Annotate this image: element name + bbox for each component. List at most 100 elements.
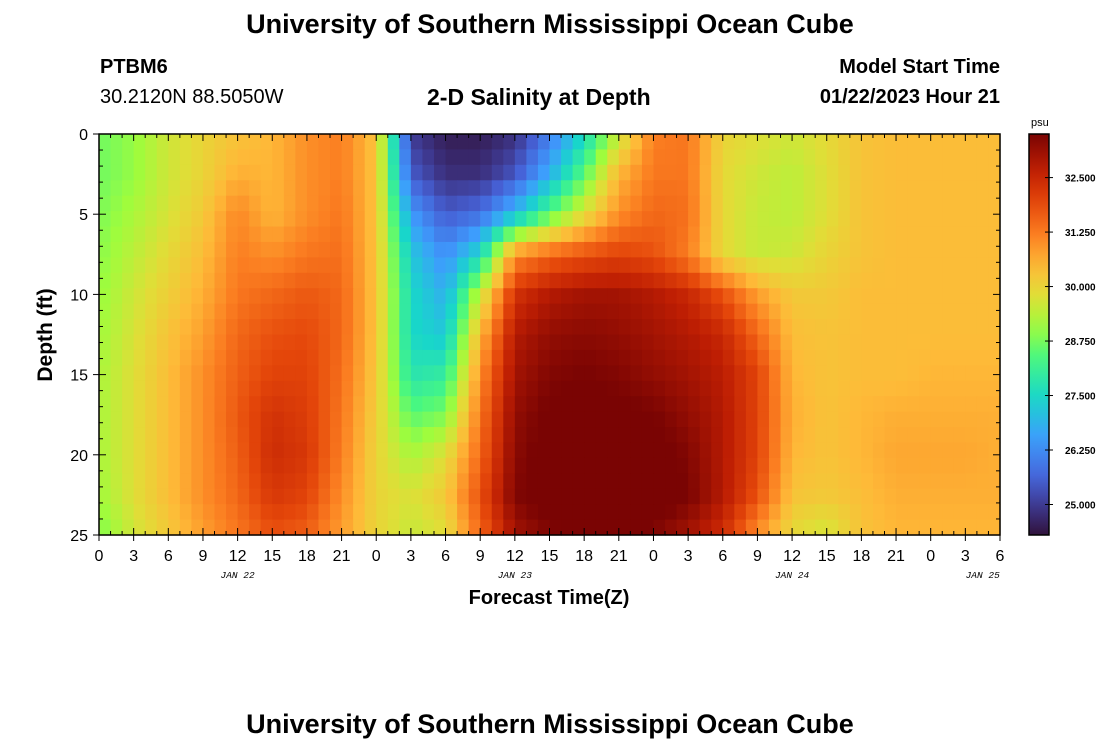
heatmap-cell xyxy=(826,442,839,459)
heatmap-cell xyxy=(942,334,955,351)
heatmap-cell xyxy=(688,396,701,413)
heatmap-cell xyxy=(514,164,527,181)
heatmap-cell xyxy=(133,334,146,351)
x-tick-label: 12 xyxy=(506,548,524,565)
heatmap-cell xyxy=(930,226,943,243)
heatmap-cell xyxy=(595,226,608,243)
heatmap-cell xyxy=(584,288,597,305)
heatmap-cell xyxy=(191,164,204,181)
heatmap-cell xyxy=(526,427,539,444)
heatmap-cell xyxy=(896,442,909,459)
heatmap-cell xyxy=(156,319,169,336)
heatmap-cell xyxy=(745,442,759,459)
heatmap-cell xyxy=(341,272,354,289)
heatmap-cell xyxy=(503,334,516,351)
heatmap-cell xyxy=(399,319,412,336)
heatmap-cell xyxy=(249,303,262,320)
heatmap-cell xyxy=(387,164,400,181)
heatmap-cell xyxy=(826,380,839,397)
heatmap-cell xyxy=(976,241,990,258)
heatmap-cell xyxy=(607,241,620,258)
heatmap-cell xyxy=(237,272,250,289)
heatmap-cell xyxy=(630,334,643,351)
heatmap-cell xyxy=(896,457,909,474)
heatmap-cell xyxy=(930,365,943,382)
heatmap-cell xyxy=(722,164,735,181)
heatmap-cell xyxy=(953,241,966,258)
heatmap-cell xyxy=(249,380,262,397)
heatmap-cell xyxy=(445,380,458,397)
heatmap-cell xyxy=(896,488,909,505)
heatmap-cell xyxy=(792,303,805,320)
heatmap-cell xyxy=(907,365,920,382)
heatmap-cell xyxy=(283,211,296,228)
heatmap-cell xyxy=(433,288,447,305)
heatmap-cell xyxy=(919,396,932,413)
heatmap-cell xyxy=(699,303,712,320)
heatmap-cell xyxy=(919,288,932,305)
heatmap-cell xyxy=(641,195,655,212)
heatmap-cell xyxy=(803,519,816,536)
heatmap-cell xyxy=(607,349,620,366)
heatmap-cell xyxy=(202,396,216,413)
heatmap-cell xyxy=(410,457,424,474)
heatmap-cell xyxy=(191,303,204,320)
heatmap-cell xyxy=(480,319,493,336)
heatmap-cell xyxy=(653,241,666,258)
heatmap-cell xyxy=(318,442,331,459)
heatmap-cell xyxy=(826,504,839,521)
heatmap-cell xyxy=(202,288,216,305)
heatmap-cell xyxy=(549,504,562,521)
heatmap-cell xyxy=(468,195,481,212)
heatmap-cell xyxy=(699,442,712,459)
heatmap-cell xyxy=(849,257,862,274)
heatmap-cell xyxy=(815,303,828,320)
heatmap-cell xyxy=(734,149,747,166)
heatmap-cell xyxy=(942,427,955,444)
heatmap-cell xyxy=(156,519,169,536)
heatmap-cell xyxy=(353,211,366,228)
heatmap-cell xyxy=(849,442,862,459)
heatmap-cell xyxy=(561,488,574,505)
heatmap-cell xyxy=(688,504,701,521)
heatmap-cell xyxy=(537,427,551,444)
heatmap-cell xyxy=(410,365,424,382)
heatmap-cell xyxy=(445,473,458,490)
heatmap-cell xyxy=(145,519,158,536)
heatmap-cell xyxy=(884,164,897,181)
heatmap-cell xyxy=(341,226,354,243)
heatmap-cell xyxy=(907,180,920,197)
heatmap-cell xyxy=(930,457,943,474)
heatmap-cell xyxy=(99,211,112,228)
heatmap-cell xyxy=(711,149,724,166)
heatmap-cell xyxy=(584,473,597,490)
heatmap-cell xyxy=(676,504,689,521)
heatmap-cell xyxy=(653,195,666,212)
heatmap-cell xyxy=(283,134,296,151)
heatmap-cell xyxy=(514,195,527,212)
heatmap-cell xyxy=(168,195,181,212)
heatmap-cell xyxy=(110,257,123,274)
heatmap-cell xyxy=(861,334,874,351)
heatmap-cell xyxy=(122,488,135,505)
heatmap-cell xyxy=(618,226,631,243)
heatmap-cell xyxy=(364,319,377,336)
heatmap-cell xyxy=(641,380,655,397)
heatmap-cell xyxy=(711,211,724,228)
colorbar-tick-label: 32.500 xyxy=(1065,174,1096,185)
heatmap-cell xyxy=(110,226,123,243)
heatmap-cell xyxy=(988,303,1001,320)
heatmap-cell xyxy=(537,488,551,505)
heatmap-cell xyxy=(318,427,331,444)
heatmap-cell xyxy=(826,411,839,428)
colorbar-tick-label: 31.250 xyxy=(1065,228,1096,239)
heatmap-cell xyxy=(965,411,978,428)
heatmap-cell xyxy=(191,396,204,413)
heatmap-cell xyxy=(110,272,123,289)
heatmap-cell xyxy=(641,272,655,289)
heatmap-cell xyxy=(584,272,597,289)
heatmap-cell xyxy=(410,396,424,413)
heatmap-cell xyxy=(607,164,620,181)
heatmap-cell xyxy=(133,411,146,428)
heatmap-cell xyxy=(988,519,1001,536)
